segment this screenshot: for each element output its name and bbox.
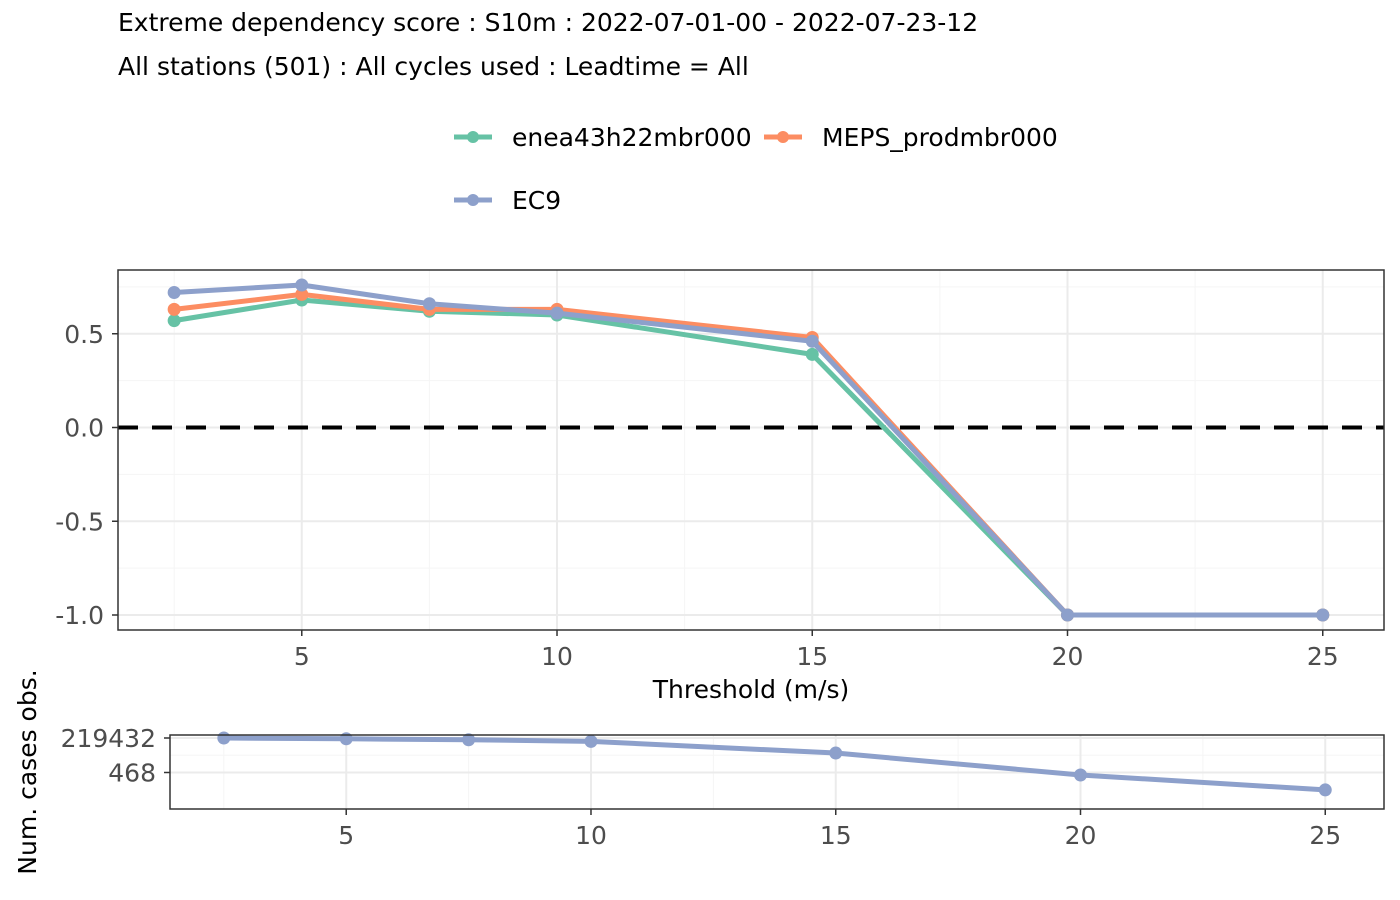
chart-subtitle: All stations (501) : All cycles used : L… [118, 52, 749, 81]
x-tick-label: 15 [820, 821, 852, 850]
legend-item-enea43h22mbr000: enea43h22mbr000 [454, 123, 752, 152]
data-point [550, 306, 564, 320]
x-tick-label: 25 [1309, 821, 1341, 850]
legend-item-MEPS_prodmbr000: MEPS_prodmbr000 [764, 123, 1058, 152]
main-plot-panel: -1.0 -0.5 0.0 0.5 5 10 15 20 25 Threshold (m/s) [55, 269, 1385, 704]
data-point [805, 347, 819, 361]
y-tick-label: -0.5 [55, 507, 104, 536]
data-point [295, 287, 309, 301]
x-tick-label: 20 [1052, 642, 1084, 671]
legend-label: EC9 [512, 186, 561, 215]
x-tick-label: 25 [1307, 642, 1339, 671]
counts-plot-panel: 468 219432 5 10 15 20 25 Num. cases obs. [13, 669, 1385, 875]
data-point [167, 286, 181, 299]
y-tick-label: 0.5 [64, 320, 104, 349]
data-point [829, 746, 843, 760]
y-axis-label-num-cases: Num. cases obs. [13, 669, 42, 874]
legend-key-point [777, 131, 789, 143]
data-point [295, 278, 309, 292]
x-tick-label: 20 [1065, 821, 1097, 850]
data-point [1316, 608, 1330, 622]
x-tick-label: 10 [541, 642, 573, 671]
data-point [167, 302, 181, 316]
legend-item-EC9: EC9 [454, 186, 561, 215]
series-EC9 [167, 278, 1330, 622]
y-tick-label: 468 [108, 758, 156, 787]
data-point [1074, 768, 1087, 782]
panel-background [118, 270, 1384, 630]
x-axis-label: Threshold (m/s) [652, 675, 849, 704]
y-tick-label: 0.0 [64, 414, 104, 443]
x-tick-label: 5 [338, 821, 354, 850]
series-num-cases [217, 731, 1332, 797]
data-point [217, 731, 231, 745]
legend: enea43h22mbr000 MEPS_prodmbr000 EC9 [454, 123, 1058, 215]
x-tick-label: 15 [796, 642, 828, 671]
x-tick-label: 5 [294, 642, 310, 671]
data-point [584, 734, 598, 748]
legend-label: enea43h22mbr000 [512, 123, 752, 152]
data-point [1318, 783, 1332, 797]
legend-key-point [467, 131, 479, 143]
legend-label: MEPS_prodmbr000 [822, 123, 1058, 152]
data-point [805, 334, 819, 348]
y-tick-label: -1.0 [55, 601, 104, 630]
data-point [462, 733, 476, 747]
data-point [167, 314, 181, 328]
x-tick-label: 10 [575, 821, 607, 850]
data-point [1061, 608, 1074, 622]
data-point [422, 297, 436, 311]
chart-title: Extreme dependency score : S10m : 2022-0… [118, 8, 979, 37]
panel-border [117, 269, 1385, 631]
legend-key-point [467, 194, 479, 206]
y-tick-label: 219432 [61, 724, 156, 753]
